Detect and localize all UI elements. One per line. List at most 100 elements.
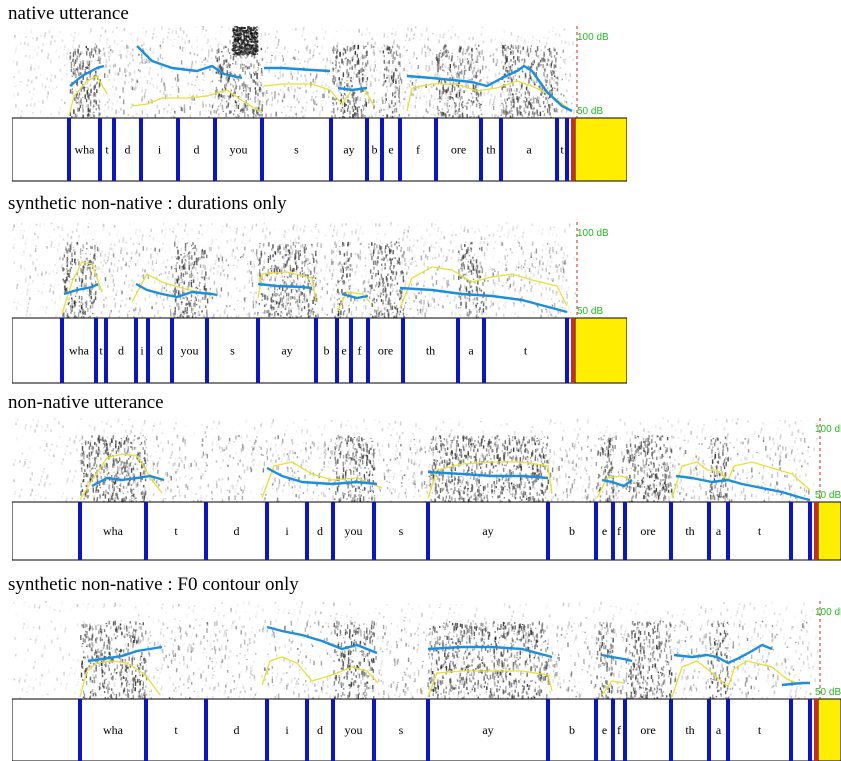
- segment-boundary: [139, 118, 143, 181]
- segment-label: t: [99, 344, 103, 358]
- db-top-label: 100 dB: [815, 607, 841, 618]
- segment-label: b: [372, 143, 378, 157]
- segment-boundary: [434, 118, 438, 181]
- segment-label: you: [345, 524, 363, 538]
- segment-boundary: [594, 699, 598, 761]
- segment-label: d: [234, 524, 240, 538]
- spectrogram-energy: [80, 434, 811, 507]
- segment-boundary: [669, 502, 673, 560]
- segment-boundary: [623, 699, 627, 761]
- spectrogram-background: [12, 418, 820, 506]
- db-bottom-label: 50 dB: [577, 106, 603, 117]
- segment-label: t: [174, 524, 178, 538]
- segment-label: d: [157, 344, 163, 358]
- segment-label: s: [230, 344, 235, 358]
- segment-label: e: [602, 723, 607, 737]
- segment-label: t: [174, 723, 178, 737]
- panel-title: native utterance: [8, 3, 129, 24]
- spectrogram-background: [13, 601, 820, 702]
- segment-boundary: [611, 699, 615, 761]
- segment-label: ay: [482, 524, 493, 538]
- segment-boundary: [808, 699, 812, 761]
- segment-label: d: [317, 524, 323, 538]
- segment-boundary: [314, 318, 318, 383]
- segment-label: d: [317, 723, 323, 737]
- segment-label: i: [140, 344, 144, 358]
- segment-boundary: [726, 502, 730, 560]
- panel-title: synthetic non-native : durations only: [8, 193, 287, 214]
- segment-label: d: [234, 723, 240, 737]
- segment-label: b: [569, 723, 575, 737]
- segment-boundary: [546, 502, 550, 560]
- segment-boundary: [726, 699, 730, 761]
- segment-boundary: [456, 318, 460, 383]
- segment-label: d: [194, 143, 200, 157]
- segment-boundary: [808, 502, 812, 560]
- segment-label: a: [716, 723, 722, 737]
- segmentation-tier: wha t d i d you s ay b e f ore th a t: [12, 698, 841, 761]
- segment-boundary: [213, 118, 217, 181]
- segment-label: e: [341, 344, 346, 358]
- spectrogram-energy: [62, 241, 569, 323]
- segment-label: s: [399, 524, 404, 538]
- spectrogram-background: [12, 26, 576, 122]
- segment-label: wha: [103, 524, 124, 538]
- intensity-contour: [68, 75, 569, 117]
- intensity-contour: [79, 656, 803, 698]
- segment-boundary: [170, 318, 174, 383]
- segment-boundary: [789, 699, 793, 761]
- segment-boundary: [565, 318, 569, 383]
- end-region: [574, 117, 627, 182]
- segmentation-tier: wha t d i d you s ay b e f ore th a t: [12, 501, 841, 561]
- segment-label: d: [118, 344, 124, 358]
- segment-boundary: [365, 118, 369, 181]
- db-top-label: 100 dB: [577, 32, 609, 43]
- segment-label: wha: [69, 344, 90, 358]
- db-top-label: 100 dB: [577, 228, 609, 239]
- segment-boundary: [331, 699, 335, 761]
- segment-boundary: [669, 699, 673, 761]
- segment-label: a: [526, 143, 532, 157]
- segment-label: i: [285, 524, 289, 538]
- pitch-contour: [69, 45, 573, 113]
- end-region: [574, 317, 627, 384]
- pitch-contour: [63, 282, 568, 314]
- segment-label: th: [685, 524, 694, 538]
- segment-boundary: [707, 502, 711, 560]
- segment-label: th: [685, 723, 694, 737]
- db-top-label: 100 dB: [815, 424, 841, 435]
- db-bottom-label: 50 dB: [815, 687, 841, 698]
- end-boundary: [814, 502, 818, 560]
- segment-boundary: [565, 118, 569, 181]
- segment-label: you: [181, 344, 199, 358]
- segment-boundary: [146, 318, 150, 383]
- segment-label: s: [399, 723, 404, 737]
- segment-label: i: [285, 723, 289, 737]
- segment-label: t: [105, 143, 109, 157]
- segmentation-tier: wha t d i d you s ay b e f ore th a t: [12, 117, 627, 182]
- segment-boundary: [482, 318, 486, 383]
- segment-label: you: [345, 723, 363, 737]
- segment-boundary: [104, 318, 108, 383]
- segment-boundary: [329, 118, 333, 181]
- segment-boundary: [331, 502, 335, 560]
- segment-label: ore: [378, 344, 393, 358]
- segment-boundary: [372, 502, 376, 560]
- intensity-contour: [79, 453, 811, 501]
- segment-label: th: [426, 344, 435, 358]
- spectrogram-energy: [80, 620, 811, 704]
- end-boundary: [571, 118, 575, 181]
- pitch-contour: [87, 625, 810, 687]
- segment-boundary: [546, 699, 550, 761]
- segment-boundary: [380, 118, 384, 181]
- segment-boundary: [335, 318, 339, 383]
- segmentation-tier: wha t d i d you s ay b e f ore th a t: [12, 317, 627, 384]
- segment-boundary: [60, 318, 64, 383]
- segment-boundary: [78, 502, 82, 560]
